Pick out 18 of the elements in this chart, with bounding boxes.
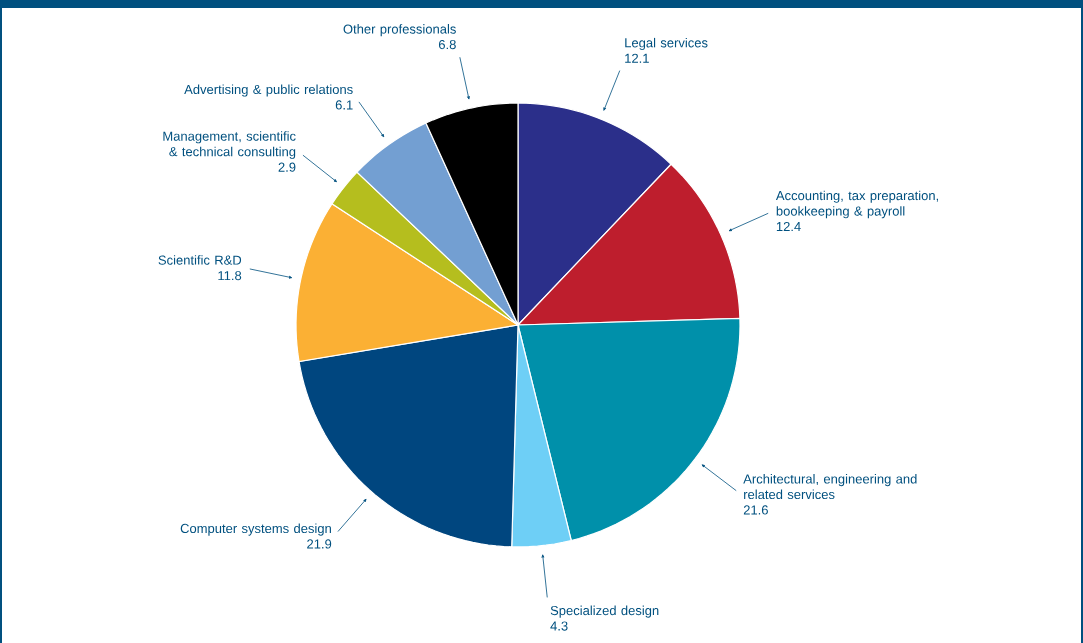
slice-label: Other professionals	[343, 24, 456, 37]
data-label: 11.8	[218, 271, 242, 281]
slice-label: Advertising & public relations	[184, 84, 353, 97]
data-label: 21.9	[307, 539, 332, 549]
data-label: 6.8	[438, 39, 456, 50]
slice-label: Architectural, engineering and related services	[743, 474, 917, 500]
slice-label: Scientific R&D	[158, 255, 242, 265]
data-label: 4.3	[550, 621, 568, 631]
slice-label: Computer systems design	[180, 523, 331, 536]
slice-label: Specialized design	[550, 605, 659, 618]
data-label: 2.9	[278, 162, 296, 172]
slice-label: Legal services	[625, 37, 708, 51]
data-label: 6.1	[335, 100, 353, 110]
slice-label: Accounting, tax preparation, bookkeeping & payroll	[775, 190, 939, 219]
data-label: 12.1	[625, 53, 649, 63]
slice-label: Management, scientific & technical consulting	[163, 131, 296, 159]
data-label: 21.6	[743, 505, 768, 515]
data-label: 12.4	[776, 221, 801, 232]
